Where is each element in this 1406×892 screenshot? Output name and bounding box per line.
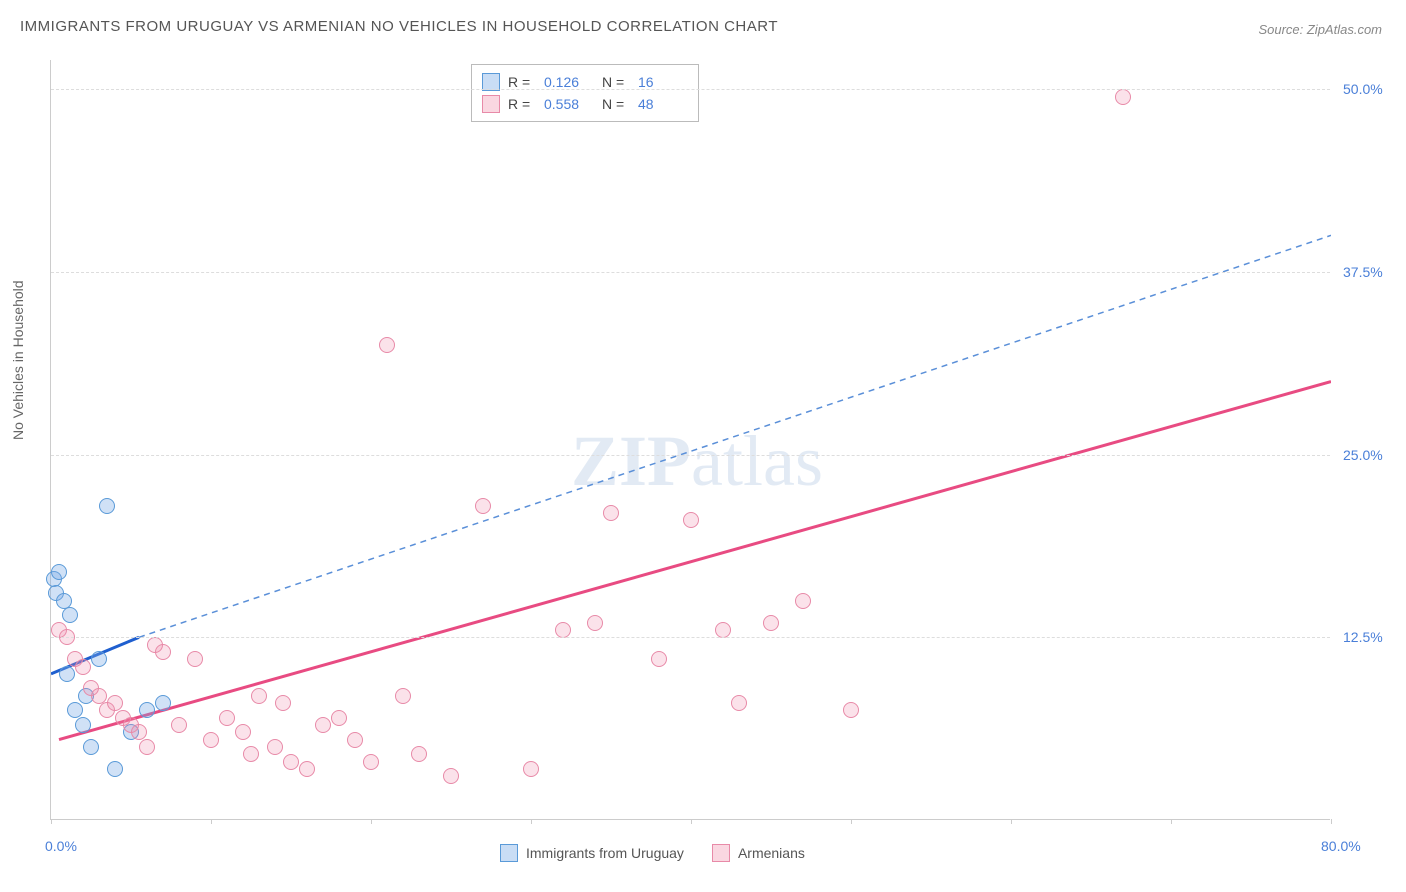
data-point-blue bbox=[62, 607, 78, 623]
data-point-pink bbox=[275, 695, 291, 711]
stats-legend: R = 0.126 N = 16 R = 0.558 N = 48 bbox=[471, 64, 699, 122]
data-point-pink bbox=[1115, 89, 1131, 105]
chart-title: IMMIGRANTS FROM URUGUAY VS ARMENIAN NO V… bbox=[20, 18, 778, 35]
data-point-pink bbox=[155, 644, 171, 660]
data-point-pink bbox=[763, 615, 779, 631]
trend-lines bbox=[51, 60, 1331, 820]
data-point-pink bbox=[171, 717, 187, 733]
bottom-legend: Immigrants from Uruguay Armenians bbox=[500, 844, 805, 862]
data-point-pink bbox=[139, 739, 155, 755]
data-point-pink bbox=[603, 505, 619, 521]
data-point-blue bbox=[91, 651, 107, 667]
data-point-pink bbox=[795, 593, 811, 609]
y-tick-label: 25.0% bbox=[1343, 447, 1383, 463]
data-point-pink bbox=[187, 651, 203, 667]
swatch-blue bbox=[500, 844, 518, 862]
data-point-blue bbox=[51, 564, 67, 580]
legend-item-pink: Armenians bbox=[712, 844, 805, 862]
data-point-pink bbox=[219, 710, 235, 726]
data-point-pink bbox=[555, 622, 571, 638]
gridline bbox=[51, 455, 1330, 456]
watermark: ZIPatlas bbox=[571, 420, 823, 503]
swatch-pink bbox=[712, 844, 730, 862]
data-point-pink bbox=[651, 651, 667, 667]
data-point-blue bbox=[56, 593, 72, 609]
x-tick bbox=[51, 819, 52, 824]
gridline bbox=[51, 89, 1330, 90]
data-point-blue bbox=[83, 739, 99, 755]
data-point-blue bbox=[107, 761, 123, 777]
y-tick-label: 12.5% bbox=[1343, 629, 1383, 645]
data-point-pink bbox=[587, 615, 603, 631]
data-point-pink bbox=[267, 739, 283, 755]
swatch-pink bbox=[482, 95, 500, 113]
data-point-blue bbox=[67, 702, 83, 718]
stats-row-pink: R = 0.558 N = 48 bbox=[482, 93, 688, 115]
y-tick-label: 37.5% bbox=[1343, 264, 1383, 280]
y-tick-label: 50.0% bbox=[1343, 81, 1383, 97]
data-point-pink bbox=[523, 761, 539, 777]
gridline bbox=[51, 272, 1330, 273]
data-point-pink bbox=[203, 732, 219, 748]
x-tick-label-lo: 0.0% bbox=[45, 838, 77, 854]
data-point-pink bbox=[283, 754, 299, 770]
data-point-pink bbox=[331, 710, 347, 726]
data-point-blue bbox=[75, 717, 91, 733]
data-point-pink bbox=[299, 761, 315, 777]
data-point-pink bbox=[379, 337, 395, 353]
data-point-pink bbox=[75, 659, 91, 675]
data-point-pink bbox=[731, 695, 747, 711]
data-point-pink bbox=[251, 688, 267, 704]
data-point-pink bbox=[715, 622, 731, 638]
data-point-pink bbox=[843, 702, 859, 718]
y-axis-label: No Vehicles in Household bbox=[10, 280, 26, 440]
x-tick bbox=[691, 819, 692, 824]
plot-area: ZIPatlas R = 0.126 N = 16 R = 0.558 N = … bbox=[50, 60, 1330, 820]
data-point-pink bbox=[235, 724, 251, 740]
data-point-pink bbox=[363, 754, 379, 770]
source-attr: Source: ZipAtlas.com bbox=[1258, 22, 1382, 37]
data-point-pink bbox=[315, 717, 331, 733]
x-tick bbox=[211, 819, 212, 824]
data-point-blue bbox=[139, 702, 155, 718]
x-tick bbox=[851, 819, 852, 824]
gridline bbox=[51, 637, 1330, 638]
x-tick-label-hi: 80.0% bbox=[1321, 838, 1361, 854]
x-tick bbox=[1011, 819, 1012, 824]
data-point-pink bbox=[91, 688, 107, 704]
data-point-blue bbox=[155, 695, 171, 711]
data-point-pink bbox=[347, 732, 363, 748]
data-point-pink bbox=[443, 768, 459, 784]
x-tick bbox=[371, 819, 372, 824]
data-point-blue bbox=[59, 666, 75, 682]
data-point-pink bbox=[395, 688, 411, 704]
x-tick bbox=[1171, 819, 1172, 824]
legend-item-blue: Immigrants from Uruguay bbox=[500, 844, 684, 862]
x-tick bbox=[531, 819, 532, 824]
data-point-pink bbox=[475, 498, 491, 514]
data-point-pink bbox=[131, 724, 147, 740]
data-point-pink bbox=[243, 746, 259, 762]
data-point-pink bbox=[683, 512, 699, 528]
data-point-pink bbox=[411, 746, 427, 762]
data-point-pink bbox=[107, 695, 123, 711]
data-point-blue bbox=[99, 498, 115, 514]
x-tick bbox=[1331, 819, 1332, 824]
